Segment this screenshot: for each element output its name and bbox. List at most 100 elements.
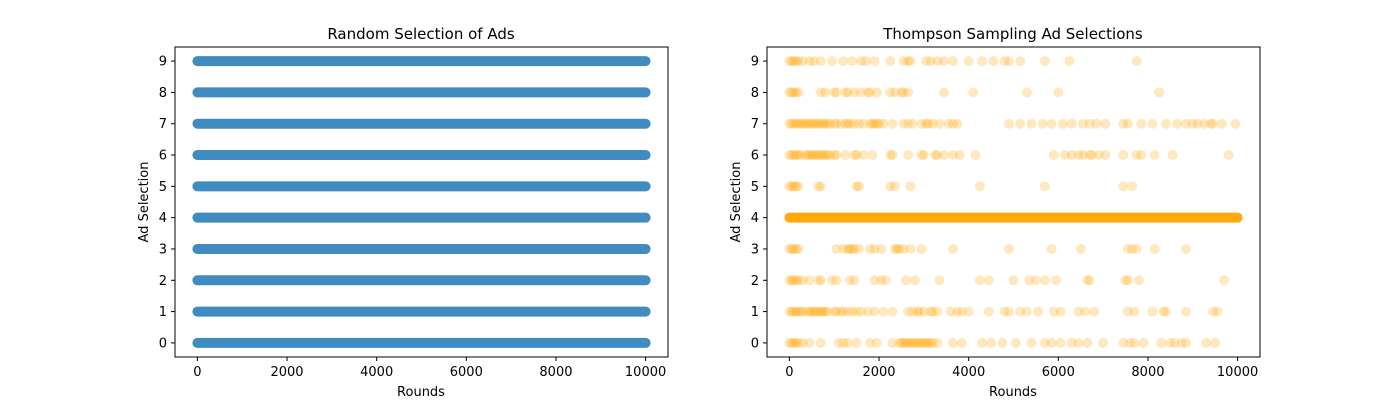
data-point [838, 306, 849, 317]
data-point [1033, 306, 1044, 317]
data-point [804, 337, 815, 348]
data-point [867, 150, 878, 161]
y-tick-label: 5 [159, 180, 167, 195]
data-point [815, 181, 826, 192]
data-point [898, 87, 909, 98]
data-point [818, 306, 829, 317]
data-point [876, 243, 887, 254]
y-tick-label: 3 [751, 242, 759, 257]
data-point [887, 150, 898, 161]
data-point [844, 118, 855, 129]
data-point [788, 337, 799, 348]
data-point [815, 150, 826, 161]
y-tick-label: 6 [159, 149, 167, 164]
data-point [1026, 337, 1037, 348]
data-point [791, 87, 802, 98]
data-point [869, 306, 880, 317]
data-point [925, 337, 936, 348]
data-point [862, 306, 873, 317]
y-axis-label: Ad Selection [137, 162, 152, 243]
x-tick-label: 10000 [625, 365, 666, 380]
data-point [885, 87, 896, 98]
data-point [853, 243, 864, 254]
y-tick-label: 8 [751, 86, 759, 101]
data-point [939, 150, 950, 161]
data-point [947, 118, 958, 129]
data-point [793, 275, 804, 286]
y-tick-label: 7 [751, 117, 759, 132]
data-point [880, 275, 891, 286]
data-point [918, 337, 929, 348]
data-point [1210, 337, 1221, 348]
data-point [793, 243, 804, 254]
data-point [1154, 87, 1165, 98]
data-point [891, 243, 902, 254]
data-point [997, 337, 1008, 348]
data-point [849, 243, 860, 254]
data-point [865, 118, 876, 129]
data-point [793, 337, 804, 348]
data-point [797, 275, 808, 286]
data-point [791, 118, 802, 129]
data-point [1216, 118, 1227, 129]
data-point [842, 306, 853, 317]
data-point [793, 150, 804, 161]
data-point [820, 306, 831, 317]
data-point [813, 306, 824, 317]
data-point [820, 118, 831, 129]
data-point [1198, 118, 1209, 129]
x-axis-label: Rounds [397, 385, 445, 400]
data-point [862, 87, 873, 98]
data-point [1147, 306, 1158, 317]
data-point [831, 150, 842, 161]
data-point [788, 181, 799, 192]
data-point [831, 306, 842, 317]
x-tick-label: 8000 [1131, 365, 1164, 380]
data-point [791, 181, 802, 192]
data-point [831, 118, 842, 129]
data-point [934, 275, 945, 286]
data-point [1167, 150, 1178, 161]
data-point [947, 337, 958, 348]
chart-title: Thompson Sampling Ad Selections [882, 25, 1143, 43]
data-point [869, 56, 880, 67]
data-point [947, 243, 958, 254]
data-point [786, 275, 797, 286]
data-point [1122, 118, 1133, 129]
data-point [818, 118, 829, 129]
data-point [952, 118, 963, 129]
data-point [1207, 118, 1218, 129]
data-point [849, 275, 860, 286]
data-point [900, 275, 911, 286]
data-point [826, 56, 837, 67]
data-point [800, 150, 811, 161]
data-point [927, 306, 938, 317]
data-point [784, 56, 795, 67]
data-point [793, 181, 804, 192]
data-point [849, 150, 860, 161]
data-point [1091, 118, 1102, 129]
x-tick-label: 6000 [450, 365, 483, 380]
data-point [918, 306, 929, 317]
data-point [831, 275, 842, 286]
data-point [1158, 306, 1169, 317]
data-point [802, 118, 813, 129]
data-point [784, 337, 795, 348]
data-point [963, 306, 974, 317]
data-point [840, 150, 851, 161]
data-point [865, 337, 876, 348]
data-point [831, 243, 842, 254]
y-tick-label: 0 [159, 336, 167, 351]
data-point [889, 181, 900, 192]
data-point [842, 243, 853, 254]
data-point [889, 87, 900, 98]
data-point [889, 243, 900, 254]
data-point [835, 118, 846, 129]
data-point [842, 118, 853, 129]
data-point [986, 337, 997, 348]
data-point [903, 150, 914, 161]
data-point [815, 118, 826, 129]
data-point [1181, 306, 1192, 317]
data-point [797, 337, 808, 348]
data-point [1129, 337, 1140, 348]
